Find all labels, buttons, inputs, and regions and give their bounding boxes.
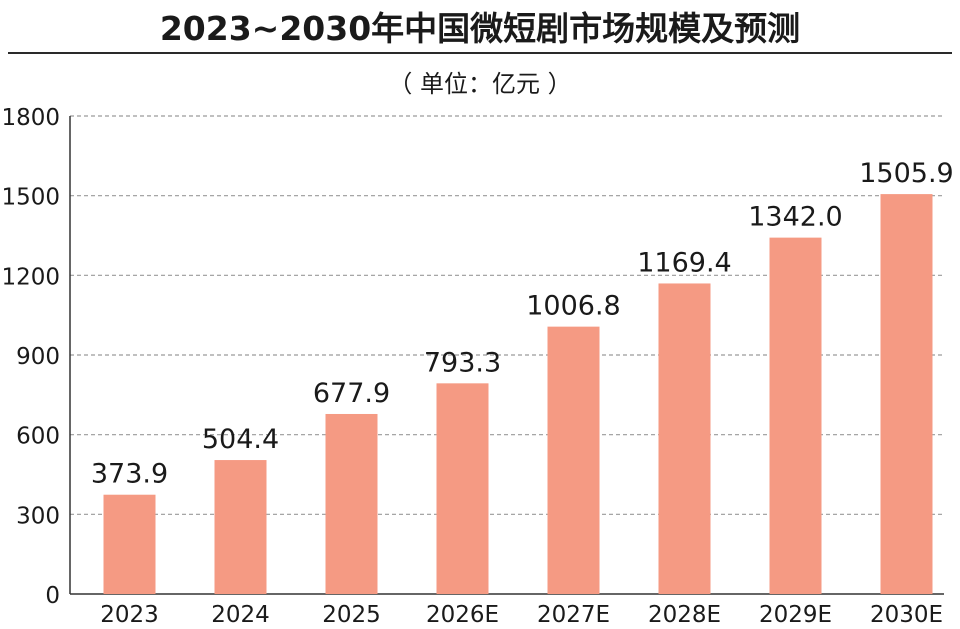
unit-label: （ 单位：亿元 ） <box>388 70 572 98</box>
y-tick-label: 900 <box>16 344 60 370</box>
y-tick-label: 1200 <box>1 264 60 290</box>
bar-value-label: 373.9 <box>91 459 168 490</box>
chart-title: 2023~2030年中国微短剧市场规模及预测 <box>159 9 801 48</box>
bar <box>880 194 933 594</box>
y-tick-label: 300 <box>16 503 60 529</box>
bar-value-label: 1505.9 <box>859 158 953 189</box>
bar-value-label: 1006.8 <box>526 291 620 322</box>
x-tick-label: 2023 <box>100 602 159 628</box>
x-tick-label: 2025 <box>322 602 381 628</box>
x-tick-label: 2024 <box>211 602 270 628</box>
bar <box>547 326 600 594</box>
bar <box>325 413 378 594</box>
bar-value-label: 1169.4 <box>637 247 731 278</box>
y-tick-label: 1800 <box>1 105 60 131</box>
bar-value-label: 504.4 <box>202 424 279 455</box>
bar-value-label: 677.9 <box>313 378 390 409</box>
bar <box>214 460 267 594</box>
bar <box>436 383 489 594</box>
y-tick-label: 0 <box>45 583 60 609</box>
y-tick-label: 600 <box>16 424 60 450</box>
y-tick-label: 1500 <box>1 185 60 211</box>
x-tick-label: 2026E <box>426 602 499 628</box>
x-tick-label: 2030E <box>870 602 943 628</box>
bar-value-label: 793.3 <box>424 347 501 378</box>
x-tick-label: 2028E <box>648 602 721 628</box>
bar <box>103 494 156 594</box>
bar-value-label: 1342.0 <box>748 202 842 233</box>
title-divider <box>8 52 952 54</box>
x-tick-label: 2027E <box>537 602 610 628</box>
x-tick-label: 2029E <box>759 602 832 628</box>
bar <box>658 283 711 594</box>
bar <box>769 237 822 594</box>
